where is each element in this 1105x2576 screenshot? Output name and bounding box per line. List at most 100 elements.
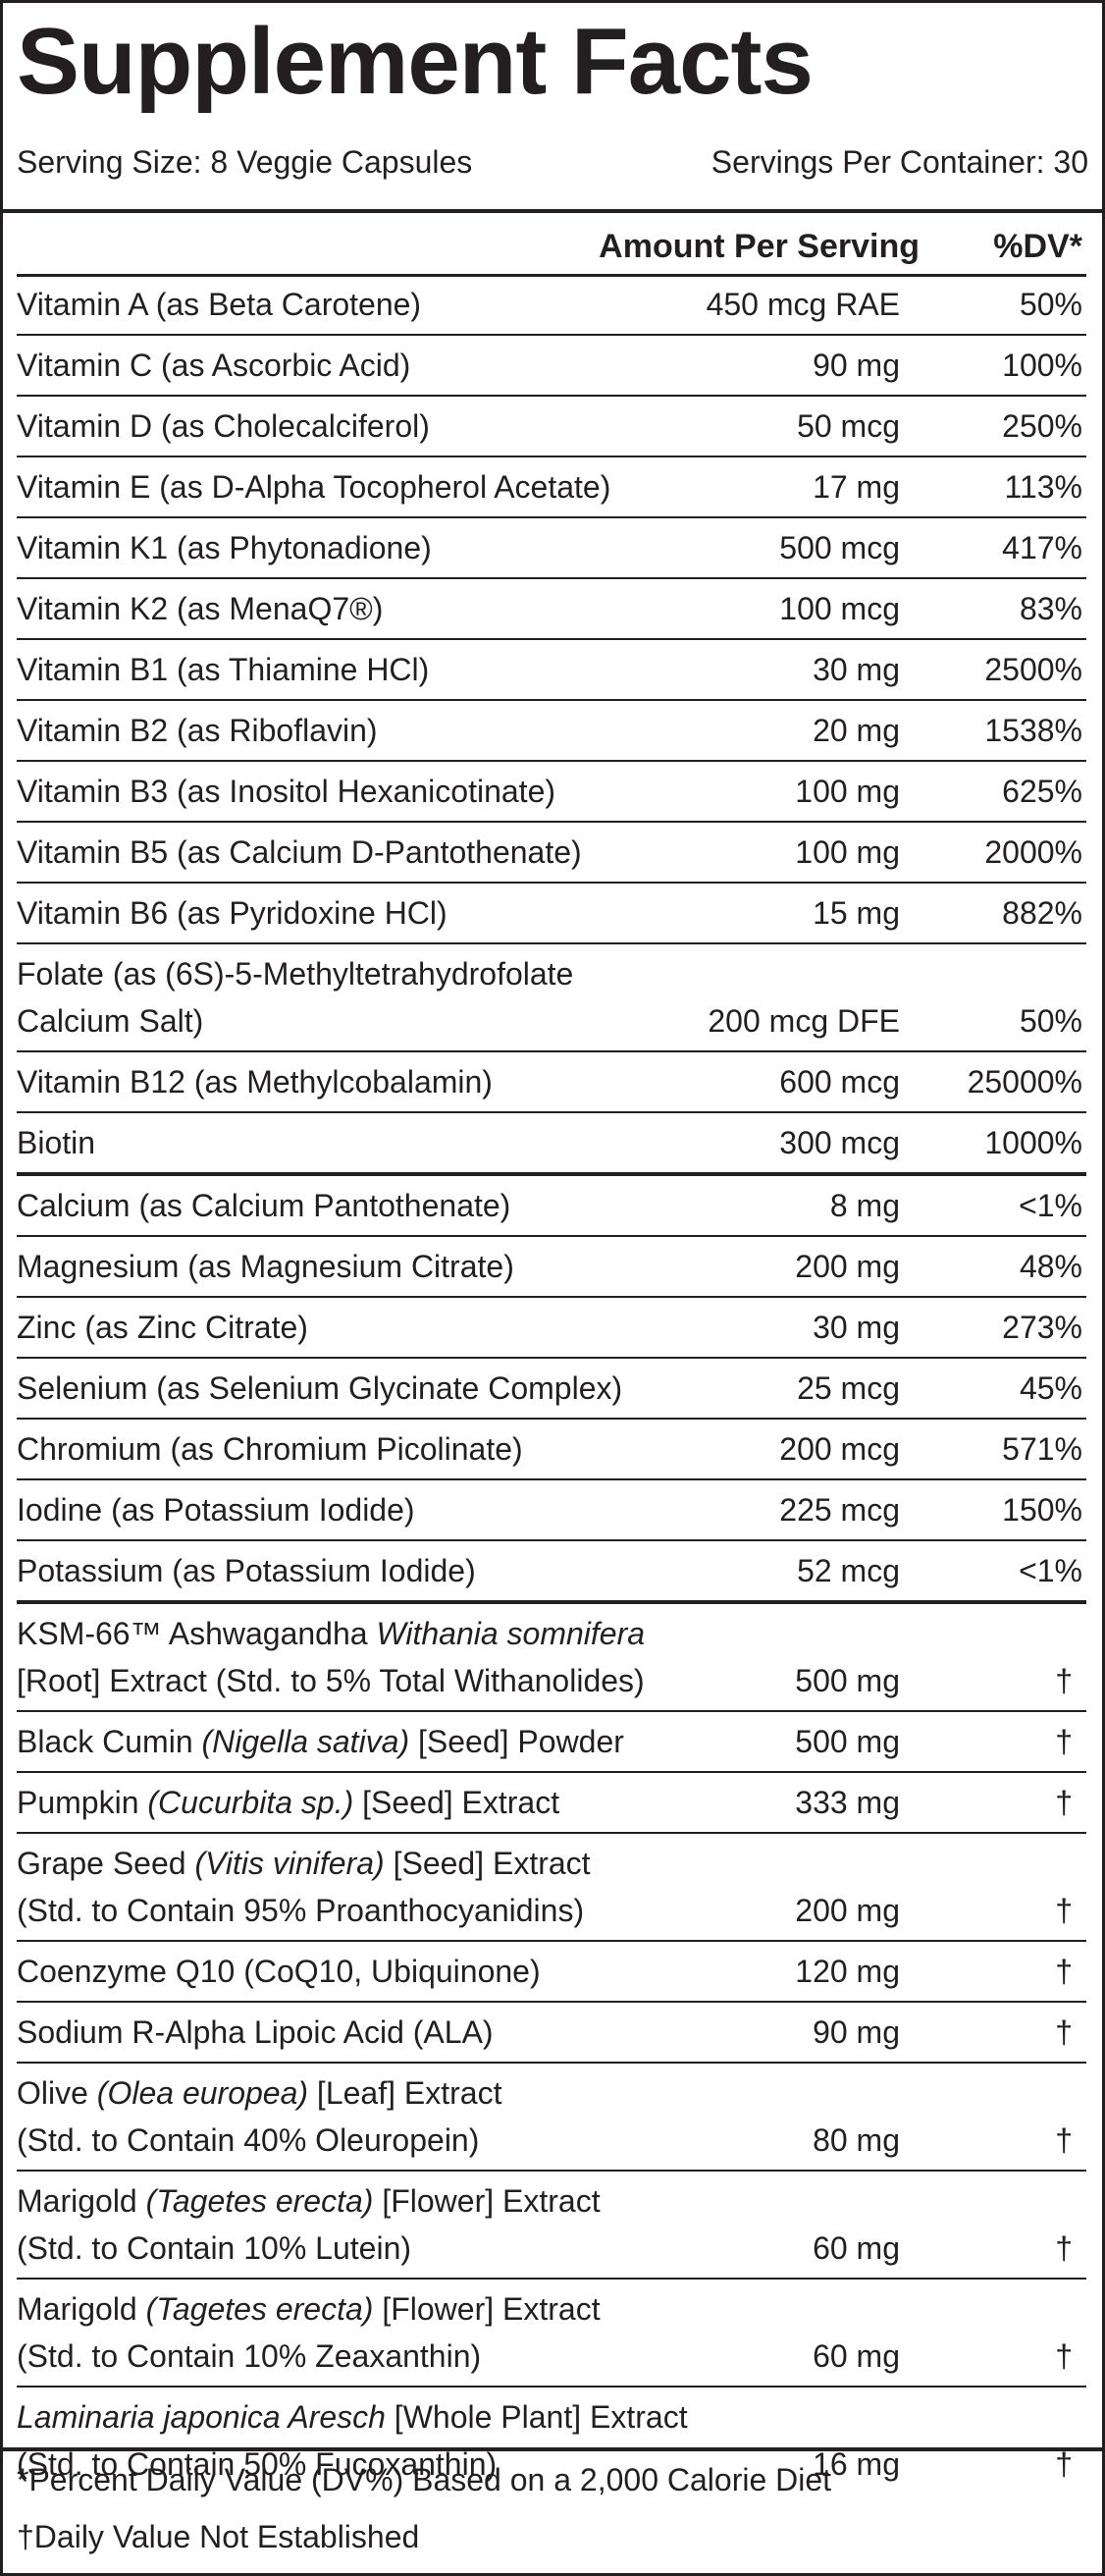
ingredient-name-line: Vitamin D (as Cholecalciferol) — [17, 408, 430, 444]
table-row: Sodium R-Alpha Lipoic Acid (ALA) 90 mg † — [17, 2003, 1086, 2064]
table-row: Vitamin B12 (as Methylcobalamin) 600 mcg 2… — [17, 1052, 1086, 1113]
ingredient-name-line: (Std. to Contain 10% Zeaxanthin) — [17, 2338, 482, 2374]
ingredient-name-line: Vitamin B6 (as Pyridoxine HCl) — [17, 895, 447, 931]
amount-per-serving: 450 mcg RAE — [706, 287, 900, 322]
amount-per-serving: 30 mg — [813, 1310, 900, 1345]
amount-per-serving: 30 mg — [813, 652, 900, 687]
table-row: Marigold (Tagetes erecta) [Flower] Extra… — [17, 2280, 1086, 2388]
ingredient-name: Vitamin D (as Cholecalciferol) — [17, 402, 1086, 450]
ingredient-name-line: Vitamin E (as D-Alpha Tocopherol Acetate… — [17, 469, 611, 505]
ingredient-name: Pumpkin (Cucurbita sp.) [Seed] Extract — [17, 1779, 1086, 1826]
daily-value: 250% — [1002, 408, 1082, 444]
amount-per-serving: 80 mg — [813, 2122, 900, 2158]
table-row: Iodine (as Potassium Iodide) 225 mcg 150% — [17, 1480, 1086, 1541]
amount-per-serving: 200 mg — [795, 1249, 900, 1284]
botanical-name: (Olea europea) — [96, 2075, 309, 2111]
ingredient-name: Selenium (as Selenium Glycinate Complex) — [17, 1365, 1086, 1412]
ingredient-name: Coenzyme Q10 (CoQ10, Ubiquinone) — [17, 1948, 1086, 1995]
ingredient-name: Chromium (as Chromium Picolinate) — [17, 1425, 1086, 1473]
amount-per-serving: 100 mcg — [779, 591, 900, 626]
table-row: Vitamin B1 (as Thiamine HCl) 30 mg 2500% — [17, 640, 1086, 701]
ingredient-name-line: (Std. to Contain 95% Proanthocyanidins) — [17, 1893, 585, 1928]
footnote-dagger: †Daily Value Not Established — [17, 2519, 420, 2554]
amount-per-serving: 600 mcg — [779, 1064, 900, 1100]
serving-size: Serving Size: 8 Veggie Capsules — [17, 144, 473, 180]
botanical-name: Laminaria japonica Aresch — [17, 2399, 386, 2435]
ingredient-name-line: Sodium R-Alpha Lipoic Acid (ALA) — [17, 2014, 494, 2050]
daily-value: 150% — [1002, 1492, 1082, 1528]
ingredient-name-line: Coenzyme Q10 (CoQ10, Ubiquinone) — [17, 1954, 541, 1989]
amount-per-serving: 100 mg — [795, 834, 900, 870]
ingredient-name: Biotin — [17, 1119, 1086, 1166]
botanical-name: (Tagetes erecta) — [145, 2291, 374, 2327]
ingredient-name-line: Iodine (as Potassium Iodide) — [17, 1492, 415, 1528]
table-row: KSM-66™ Ashwagandha Withania somnifera [R… — [17, 1604, 1086, 1712]
ingredient-name: Zinc (as Zinc Citrate) — [17, 1304, 1086, 1351]
daily-value: † — [1055, 1785, 1073, 1820]
ingredient-name-line: Calcium Salt) — [17, 1003, 204, 1039]
table-row: Vitamin A (as Beta Carotene) 450 mcg RAE 5… — [17, 275, 1086, 336]
daily-value: 48% — [1019, 1249, 1082, 1284]
daily-value: 1000% — [984, 1125, 1082, 1160]
daily-value: † — [1055, 2122, 1073, 2158]
ingredient-name: Potassium (as Potassium Iodide) — [17, 1547, 1086, 1594]
ingredient-name-line: (Std. to Contain 40% Oleuropein) — [17, 2122, 480, 2158]
amount-per-serving: 500 mcg — [779, 530, 900, 565]
column-header: Amount Per Serving %DV* — [17, 221, 1082, 272]
ingredient-name: Magnesium (as Magnesium Citrate) — [17, 1243, 1086, 1290]
amount-per-serving: 60 mg — [813, 2338, 900, 2374]
footnotes: *Percent Daily Value (DV%) Based on a 2,… — [17, 2451, 1088, 2565]
ingredient-name-line: Vitamin B1 (as Thiamine HCl) — [17, 652, 430, 687]
ingredient-name-line: Vitamin B3 (as Inositol Hexanicotinate) — [17, 774, 556, 809]
amount-per-serving: 200 mcg — [779, 1431, 900, 1467]
ingredient-name-line: Pumpkin (Cucurbita sp.) [Seed] Extract — [17, 1785, 560, 1820]
footnote-dv: *Percent Daily Value (DV%) Based on a 2,… — [17, 2462, 832, 2497]
daily-value: 625% — [1002, 774, 1082, 809]
ingredient-name: Vitamin B2 (as Riboflavin) — [17, 707, 1086, 754]
ingredient-name-line: Black Cumin (Nigella sativa) [Seed] Powd… — [17, 1724, 624, 1759]
table-row: Folate (as (6S)-5-Methyltetrahydrofolate… — [17, 944, 1086, 1052]
daily-value: † — [1055, 1954, 1073, 1989]
daily-value: 2500% — [984, 652, 1082, 687]
daily-value: † — [1055, 2014, 1073, 2050]
botanical-name: (Vitis vinifera) — [194, 1846, 385, 1881]
amount-per-serving: 60 mg — [813, 2230, 900, 2266]
ingredient-name-line: Vitamin B5 (as Calcium D-Pantothenate) — [17, 834, 582, 870]
botanical-name: (Tagetes erecta) — [145, 2183, 374, 2219]
amount-per-serving: 120 mg — [795, 1954, 900, 1989]
table-row: Olive (Olea europea) [Leaf] Extract (Std.… — [17, 2064, 1086, 2172]
daily-value-header: %DV* — [993, 228, 1082, 265]
ingredient-name: Vitamin B12 (as Methylcobalamin) — [17, 1058, 1086, 1105]
table-row: Laminaria japonica Aresch [Whole Plant] … — [17, 2388, 1086, 2494]
amount-per-serving: 500 mg — [795, 1663, 900, 1698]
table-row: Magnesium (as Magnesium Citrate) 200 mg 48… — [17, 1237, 1086, 1298]
table-row: Vitamin K2 (as MenaQ7®) 100 mcg 83% — [17, 579, 1086, 640]
daily-value: 50% — [1019, 1003, 1082, 1039]
daily-value: † — [1055, 2446, 1073, 2482]
table-row: Vitamin B6 (as Pyridoxine HCl) 15 mg 882% — [17, 884, 1086, 944]
daily-value: 2000% — [984, 834, 1082, 870]
ingredient-name-line: Selenium (as Selenium Glycinate Complex) — [17, 1370, 623, 1406]
amount-per-serving: 500 mg — [795, 1724, 900, 1759]
ingredient-name-line: Biotin — [17, 1125, 96, 1160]
ingredient-name: Vitamin K2 (as MenaQ7®) — [17, 585, 1086, 632]
daily-value: 273% — [1002, 1310, 1082, 1345]
daily-value: 83% — [1019, 591, 1082, 626]
footnote-divider — [3, 2447, 1102, 2451]
ingredient-name: Vitamin B1 (as Thiamine HCl) — [17, 646, 1086, 693]
daily-value: † — [1055, 2230, 1073, 2266]
table-row: Grape Seed (Vitis vinifera) [Seed] Extra… — [17, 1834, 1086, 1942]
ingredient-name: Laminaria japonica Aresch [Whole Plant] … — [17, 2393, 1086, 2488]
amount-per-serving: 16 mg — [813, 2446, 900, 2482]
amount-per-serving: 225 mcg — [779, 1492, 900, 1528]
ingredient-name: Calcium (as Calcium Pantothenate) — [17, 1182, 1086, 1229]
ingredient-name: Marigold (Tagetes erecta) [Flower] Extra… — [17, 2177, 1086, 2272]
table-row: Vitamin B2 (as Riboflavin) 20 mg 1538% — [17, 701, 1086, 762]
table-row: Calcium (as Calcium Pantothenate) 8 mg <1% — [17, 1176, 1086, 1237]
ingredient-name-line: Calcium (as Calcium Pantothenate) — [17, 1188, 511, 1223]
daily-value: 417% — [1002, 530, 1082, 565]
daily-value: † — [1055, 1893, 1073, 1928]
ingredient-name-line: Zinc (as Zinc Citrate) — [17, 1310, 308, 1345]
ingredient-name-line: Laminaria japonica Aresch [Whole Plant] … — [17, 2399, 688, 2435]
